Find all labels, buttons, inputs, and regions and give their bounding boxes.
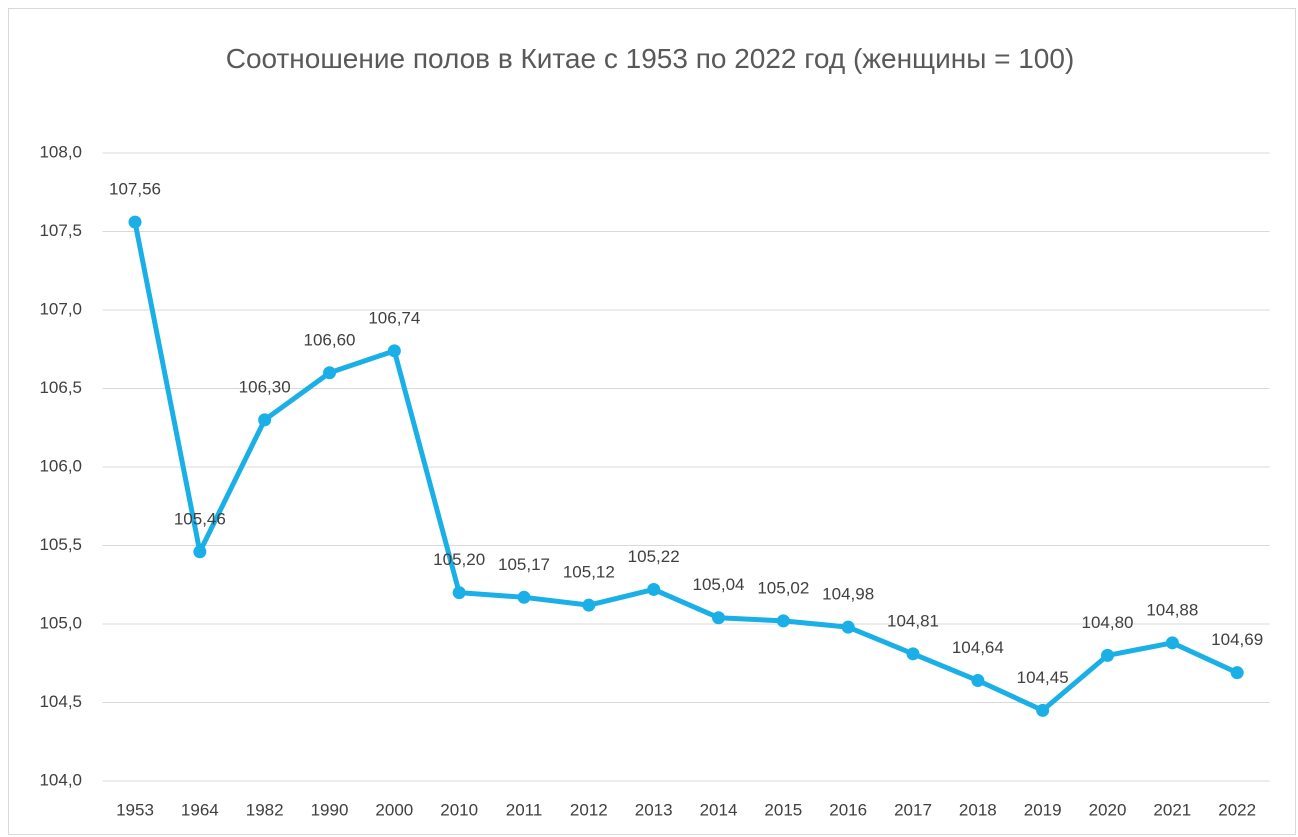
data-point <box>452 586 466 600</box>
y-tick-label: 104,0 <box>39 770 82 789</box>
x-tick-label: 2021 <box>1153 800 1191 819</box>
y-tick-label: 104,5 <box>39 692 82 711</box>
x-tick-label: 1964 <box>181 800 219 819</box>
x-tick-label: 2010 <box>440 800 478 819</box>
chart-title: Соотношение полов в Китае с 1953 по 2022… <box>225 43 1075 74</box>
x-tick-label: 2013 <box>635 800 673 819</box>
x-tick-label: 2014 <box>700 800 738 819</box>
data-point <box>387 344 401 358</box>
chart-frame <box>8 8 1296 835</box>
data-label: 107,56 <box>109 180 161 199</box>
x-tick-label: 1953 <box>116 800 154 819</box>
data-point <box>1101 648 1115 662</box>
x-tick-label: 2000 <box>375 800 413 819</box>
data-point <box>776 614 790 628</box>
y-tick-label: 108,0 <box>39 142 82 161</box>
x-tick-label: 2015 <box>764 800 802 819</box>
data-label: 104,45 <box>1017 668 1069 687</box>
data-point <box>1165 636 1179 650</box>
data-label: 105,17 <box>498 555 550 574</box>
x-tick-label: 2012 <box>570 800 608 819</box>
x-tick-label: 2018 <box>959 800 997 819</box>
data-label: 104,69 <box>1211 630 1263 649</box>
data-label: 106,30 <box>239 377 291 396</box>
data-label: 106,74 <box>368 308 420 327</box>
data-point <box>517 590 531 604</box>
x-tick-label: 1990 <box>311 800 349 819</box>
data-point <box>712 611 726 625</box>
data-label: 106,60 <box>304 330 356 349</box>
x-tick-label: 2017 <box>894 800 932 819</box>
data-label: 104,98 <box>822 585 874 604</box>
data-line <box>132 221 1239 713</box>
x-tick-label: 2020 <box>1089 800 1127 819</box>
x-tick-label: 2016 <box>829 800 867 819</box>
data-point <box>1036 703 1050 717</box>
y-tick-label: 107,5 <box>39 221 82 240</box>
data-label: 105,20 <box>433 550 485 569</box>
y-tick-label: 107,0 <box>39 299 82 318</box>
x-tick-label: 2019 <box>1024 800 1062 819</box>
data-label: 104,64 <box>952 638 1004 657</box>
y-tick-label: 105,0 <box>39 613 82 632</box>
data-point <box>906 647 920 661</box>
data-label: 104,81 <box>887 611 939 630</box>
data-label: 105,12 <box>563 563 615 582</box>
data-label: 104,80 <box>1082 613 1134 632</box>
data-label: 105,22 <box>628 547 680 566</box>
data-point <box>647 582 661 596</box>
y-tick-label: 105,5 <box>39 535 82 554</box>
data-label: 105,46 <box>174 509 226 528</box>
data-point <box>841 620 855 634</box>
x-tick-label: 2011 <box>506 800 543 819</box>
y-tick-label: 106,5 <box>39 378 82 397</box>
y-tick-label: 106,0 <box>39 456 82 475</box>
data-point <box>258 413 272 427</box>
data-point <box>1230 666 1244 680</box>
data-label: 105,02 <box>757 578 809 597</box>
x-tick-label: 1982 <box>246 800 284 819</box>
data-point <box>128 215 142 229</box>
data-point <box>323 366 337 380</box>
data-point <box>971 674 985 688</box>
data-point <box>193 545 207 559</box>
x-tick-label: 2022 <box>1218 800 1256 819</box>
data-label: 104,88 <box>1146 600 1198 619</box>
data-point <box>582 598 596 612</box>
data-label: 105,04 <box>693 575 745 594</box>
